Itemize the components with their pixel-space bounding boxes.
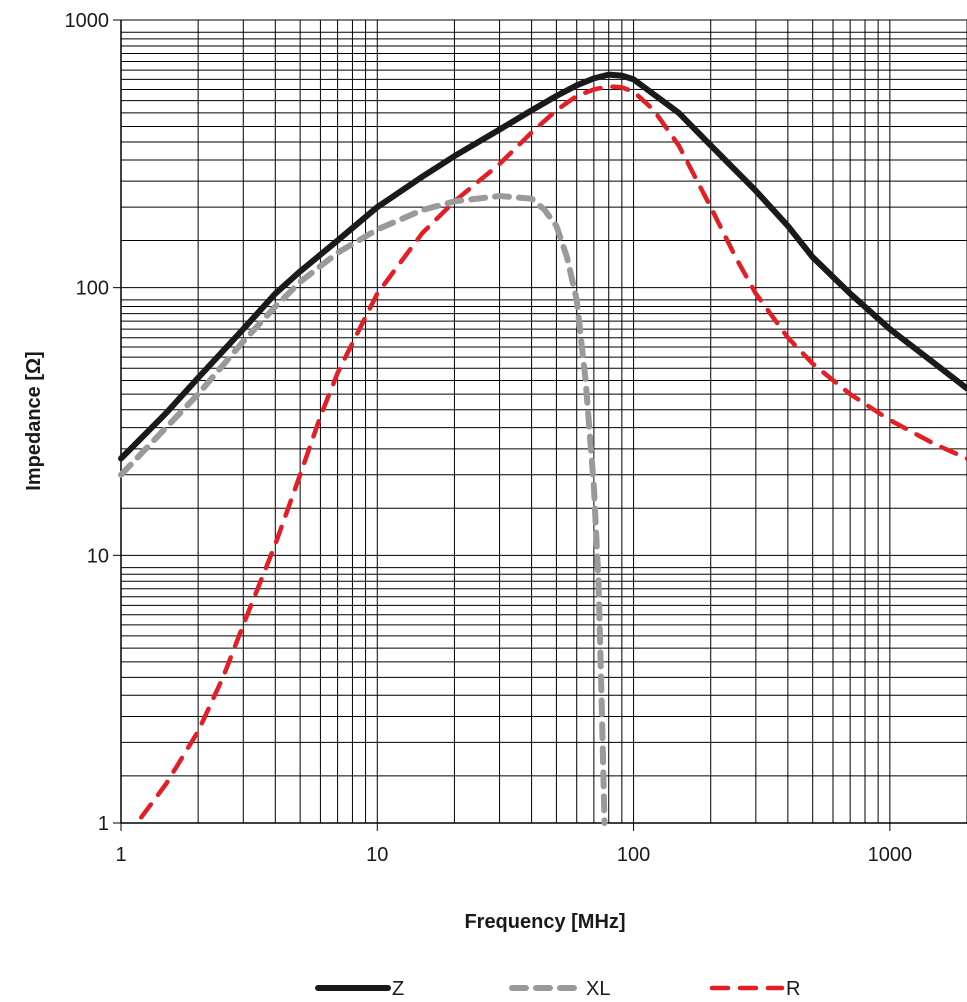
y-axis-title: Impedance [Ω]	[23, 351, 45, 490]
x-tick-label: 1	[115, 844, 126, 866]
tick-labels: 1 10 100 1000 1 10 100 1000	[65, 10, 913, 866]
series-lines	[118, 71, 967, 826]
x-axis-title: Frequency [MHz]	[464, 911, 625, 933]
x-tick-label: 10	[366, 844, 388, 866]
series-line-xl	[118, 193, 608, 826]
legend-label-z: Z	[392, 978, 404, 1000]
grid	[120, 19, 967, 824]
y-tick-label: 10	[87, 545, 109, 567]
series-line-z	[118, 71, 967, 462]
x-tick-label: 1000	[868, 844, 913, 866]
x-tick-label: 100	[617, 844, 650, 866]
y-tick-label: 1	[98, 813, 109, 835]
legend-label-xl: XL	[586, 978, 610, 1000]
series-line-r	[139, 84, 967, 820]
legend-label-r: R	[786, 978, 800, 1000]
y-tick-label: 1000	[65, 10, 110, 32]
legend: Z XL R	[315, 978, 800, 1000]
y-tick-label: 100	[76, 278, 109, 300]
